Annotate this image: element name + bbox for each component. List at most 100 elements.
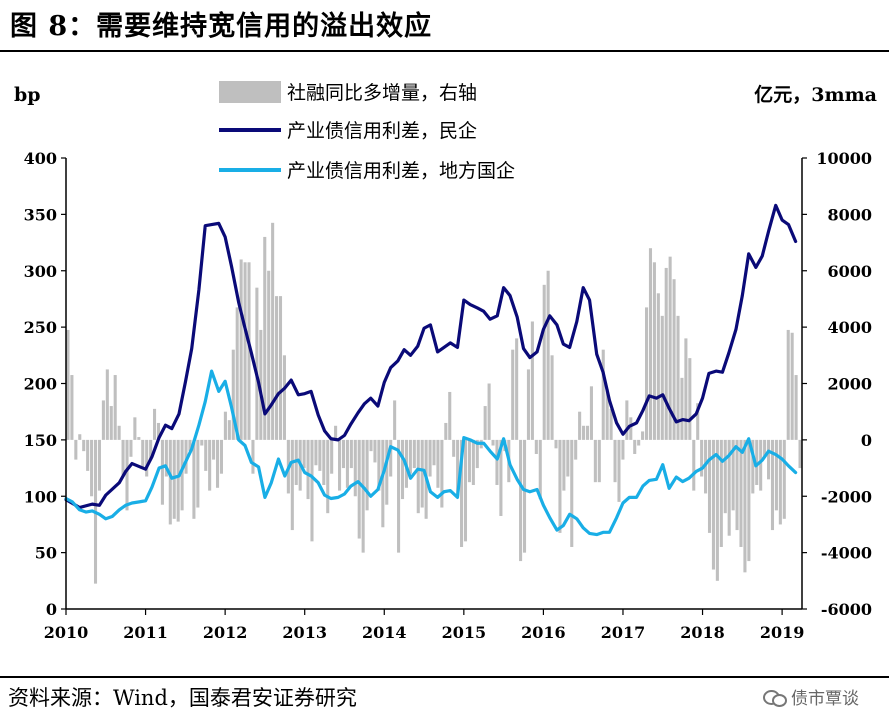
financing-bar	[471, 439, 475, 485]
financing-bar	[629, 417, 633, 440]
financing-bar	[278, 296, 283, 440]
financing-bar	[448, 391, 452, 440]
financing-bar	[467, 439, 471, 483]
financing-bar	[381, 439, 385, 528]
financing-bar	[192, 439, 196, 519]
financing-bar	[188, 439, 192, 452]
financing-bar	[416, 439, 420, 514]
financing-bar	[731, 439, 735, 511]
financing-bar	[137, 437, 141, 440]
left-tick-label: 100	[24, 487, 57, 506]
financing-bar	[373, 439, 377, 463]
financing-bar	[578, 411, 582, 440]
financing-bar	[767, 439, 771, 480]
right-unit-label: 亿元，3mma	[754, 83, 877, 106]
right-tick-label: 6000	[827, 262, 872, 281]
watermark: 债市覃谈	[763, 684, 859, 709]
financing-bar	[711, 439, 715, 570]
right-tick-label: -6000	[821, 600, 872, 619]
financing-bar	[676, 315, 680, 440]
x-tick-label: 2019	[760, 623, 805, 642]
financing-bar	[534, 439, 538, 454]
financing-bar	[121, 439, 125, 477]
financing-bar	[696, 403, 700, 440]
financing-bar	[794, 375, 798, 440]
local-soe-spread-line	[64, 369, 798, 537]
financing-bar	[593, 439, 597, 483]
financing-bar	[550, 355, 554, 440]
financing-bar	[727, 439, 731, 536]
financing-bar	[688, 358, 692, 440]
financing-bar	[86, 439, 90, 471]
financing-bar	[637, 439, 641, 446]
financing-bar	[641, 431, 645, 440]
financing-bar	[149, 439, 153, 460]
financing-bar	[645, 307, 649, 440]
financing-bar	[231, 349, 235, 440]
right-tick-label: 8000	[827, 205, 872, 224]
financing-bar	[113, 375, 117, 440]
financing-bar	[341, 439, 346, 469]
financing-bar	[719, 439, 723, 547]
right-tick-label: 0	[861, 431, 872, 450]
financing-bar	[684, 338, 688, 440]
financing-bar	[530, 321, 534, 440]
wechat-icon	[763, 688, 787, 707]
financing-bar	[306, 439, 310, 500]
financing-bar	[617, 439, 621, 502]
financing-bar	[338, 439, 342, 491]
financing-bar	[271, 222, 275, 440]
financing-bar	[633, 439, 637, 454]
financing-bar	[302, 439, 306, 469]
financing-bar	[656, 293, 660, 440]
financing-bar	[215, 439, 220, 488]
financing-bar	[680, 377, 684, 440]
financing-bar	[153, 408, 157, 440]
credit-spread-chart: 0 50 100 150 200 250 300 350 400 -6000 -4000 -2000 0…	[14, 81, 877, 642]
financing-bar	[700, 439, 704, 477]
x-tick-label: 2012	[203, 623, 248, 642]
financing-bar	[267, 270, 271, 440]
right-tick-label: -4000	[821, 544, 872, 563]
financing-bar	[546, 270, 550, 440]
financing-bar	[239, 259, 243, 440]
left-unit-label: bp	[14, 84, 41, 106]
financing-bar	[156, 422, 161, 440]
x-tick-label: 2011	[123, 623, 168, 642]
financing-bar	[400, 439, 405, 500]
financing-bar	[204, 439, 208, 471]
financing-bar	[282, 355, 286, 440]
financing-bar	[463, 439, 468, 542]
financing-bar	[70, 375, 74, 440]
financing-bar	[223, 411, 227, 440]
financing-bar	[90, 439, 94, 497]
financing-bar	[129, 439, 133, 457]
legend-label: 产业债信用利差，地方国企	[287, 160, 515, 182]
financing-bar	[74, 439, 78, 460]
financing-bar	[349, 439, 353, 469]
financing-bar	[452, 439, 456, 457]
financing-bar	[97, 439, 101, 491]
financing-bar	[483, 406, 487, 440]
left-tick-label: 150	[24, 431, 57, 450]
legend-swatch-bar	[219, 81, 281, 103]
financing-bar	[522, 439, 527, 553]
financing-bar	[444, 422, 448, 440]
financing-bar	[739, 439, 743, 547]
financing-bar	[751, 439, 755, 494]
financing-bar	[141, 439, 145, 469]
financing-bar	[275, 296, 279, 440]
financing-bar	[778, 439, 782, 525]
financing-bar	[798, 439, 802, 469]
financing-bar	[109, 406, 113, 440]
financing-bar	[743, 439, 747, 573]
financing-bar	[692, 439, 696, 491]
financing-bar	[491, 439, 495, 446]
financing-bar	[428, 439, 432, 477]
financing-bar	[554, 439, 558, 449]
financing-bar	[774, 439, 778, 511]
x-tick-label: 2017	[601, 623, 646, 642]
x-tick-label: 2014	[362, 623, 407, 642]
left-tick-label: 50	[35, 544, 57, 563]
financing-bar	[601, 349, 605, 440]
